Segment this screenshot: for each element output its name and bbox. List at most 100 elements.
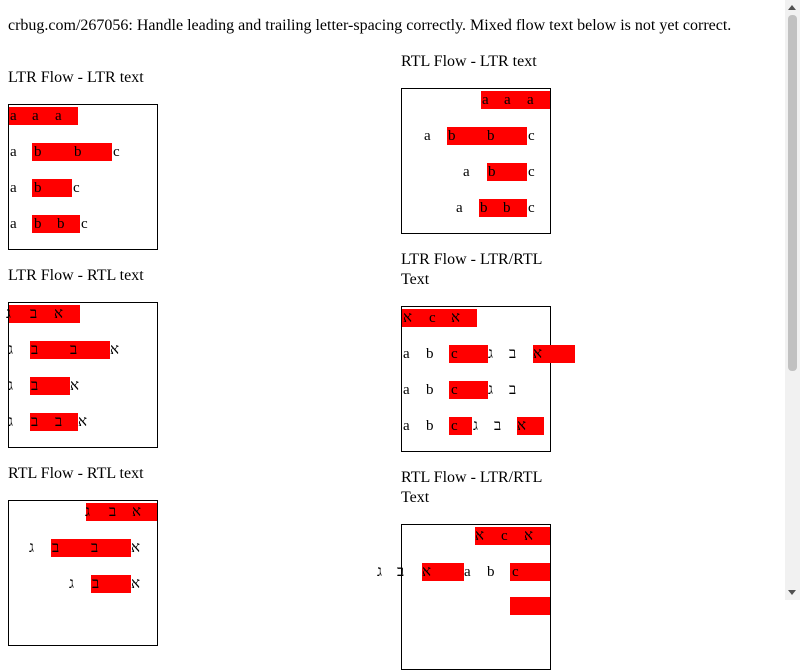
letter-a: a — [403, 346, 410, 362]
highlight-span — [91, 575, 131, 593]
box-ltr-flow-rtl-text: ג ב א ג ב ב א ג ב א ג ב ב א — [6, 302, 158, 448]
letter-a: a — [10, 144, 17, 160]
letter-c: c — [451, 382, 458, 398]
highlight-span — [481, 91, 550, 109]
title-ltr-flow-ltr-text: LTR Flow - LTR text — [8, 69, 144, 86]
letter-bet: ב — [92, 576, 100, 592]
highlight-span — [449, 345, 488, 363]
highlight-span — [32, 179, 72, 197]
letter-b: b — [34, 180, 42, 196]
letter-c: c — [73, 180, 80, 196]
letter-alef: א — [533, 346, 543, 362]
highlight-span — [30, 341, 110, 359]
letter-alef: א — [70, 378, 80, 394]
letter-gimel: ג — [377, 564, 382, 580]
letter-gimel: ג — [488, 382, 493, 398]
letter-bet: ב — [91, 540, 99, 556]
letter-a: a — [10, 180, 17, 196]
highlight-span — [30, 377, 70, 395]
letter-alef: א — [78, 414, 88, 430]
letter-alef: א — [54, 306, 64, 322]
letter-gimel: ג — [8, 342, 13, 358]
letter-bet: ב — [31, 342, 39, 358]
letter-a: a — [32, 108, 39, 124]
highlight-span — [487, 163, 527, 181]
letter-c: c — [451, 346, 458, 362]
letter-alef: א — [403, 310, 413, 326]
page-header: crbug.com/267056: Handle leading and tra… — [8, 17, 732, 34]
letter-bet: ב — [52, 540, 60, 556]
highlight-span — [32, 215, 80, 233]
letter-a: a — [424, 128, 431, 144]
letter-gimel: ג — [473, 418, 478, 434]
letter-a: a — [10, 216, 17, 232]
title-rtl-flow-mixed-text-line2: Text — [401, 489, 430, 506]
letter-gimel: ג — [69, 576, 74, 592]
letter-b: b — [487, 128, 495, 144]
letter-a: a — [456, 200, 463, 216]
highlight-span — [447, 127, 527, 145]
letter-alef: א — [475, 528, 485, 544]
scroll-up-arrow-icon[interactable] — [788, 5, 796, 10]
letter-b: b — [426, 346, 434, 362]
title-ltr-flow-rtl-text: LTR Flow - RTL text — [8, 267, 144, 284]
letter-alef: א — [517, 418, 527, 434]
box-rtl-flow-rtl-text: ג ב א ג ב ב א ג ב א — [8, 500, 158, 646]
highlight-span — [475, 527, 550, 545]
letter-alef: א — [132, 504, 142, 520]
letter-b: b — [487, 564, 495, 580]
box-ltr-flow-mixed-text: א c א a b c ג ב א a b c ג ב a b c ג ב א — [401, 306, 575, 452]
letter-gimel: ג — [6, 306, 11, 322]
letter-a: a — [403, 382, 410, 398]
title-rtl-flow-rtl-text: RTL Flow - RTL text — [8, 465, 144, 482]
letter-alef: א — [451, 310, 461, 326]
letter-b: b — [34, 216, 42, 232]
letter-b: b — [488, 164, 496, 180]
letter-bet: ב — [55, 414, 63, 430]
letter-bet: ב — [30, 306, 38, 322]
letter-alef: א — [110, 342, 120, 358]
letter-a: a — [463, 164, 470, 180]
letter-gimel: ג — [8, 378, 13, 394]
highlight-span — [9, 305, 80, 323]
letter-gimel: ג — [29, 540, 34, 556]
letter-b: b — [480, 200, 488, 216]
letter-c: c — [528, 200, 535, 216]
letter-alef: א — [422, 564, 432, 580]
letter-c: c — [81, 216, 88, 232]
box-ltr-flow-ltr-text: a a a a b b c a b c a b b c — [8, 104, 158, 250]
letter-bet: ב — [509, 382, 517, 398]
highlight-span — [30, 413, 78, 431]
letter-b: b — [426, 418, 434, 434]
scroll-down-arrow-icon[interactable] — [788, 590, 796, 595]
box-rtl-flow-ltr-text: a a a a b b c a b c a b b c — [401, 88, 551, 234]
vertical-scrollbar[interactable] — [785, 0, 800, 600]
letter-a: a — [527, 92, 534, 108]
letter-c: c — [501, 528, 508, 544]
letter-a: a — [403, 418, 410, 434]
box-rtl-flow-mixed-text: א c א ג ב א a b c — [377, 524, 551, 670]
letter-a: a — [482, 92, 489, 108]
letter-bet: ב — [397, 564, 405, 580]
letter-b: b — [426, 382, 434, 398]
letter-bet: ב — [31, 378, 39, 394]
letter-gimel: ג — [488, 346, 493, 362]
highlight-span — [533, 345, 575, 363]
highlight-span — [86, 503, 157, 521]
highlight-span — [32, 143, 112, 161]
letter-b: b — [503, 200, 511, 216]
highlight-span — [517, 417, 544, 435]
letter-bet: ב — [31, 414, 39, 430]
scrollbar-thumb[interactable] — [788, 15, 797, 371]
letter-c: c — [528, 128, 535, 144]
highlight-span — [449, 381, 488, 399]
letter-gimel: ג — [85, 504, 90, 520]
letter-c: c — [512, 564, 519, 580]
letter-b: b — [448, 128, 456, 144]
highlight-span — [402, 309, 477, 327]
letter-c: c — [528, 164, 535, 180]
highlight-span — [510, 563, 550, 581]
highlight-span — [422, 563, 464, 581]
letter-gimel: ג — [8, 414, 13, 430]
letter-a: a — [504, 92, 511, 108]
